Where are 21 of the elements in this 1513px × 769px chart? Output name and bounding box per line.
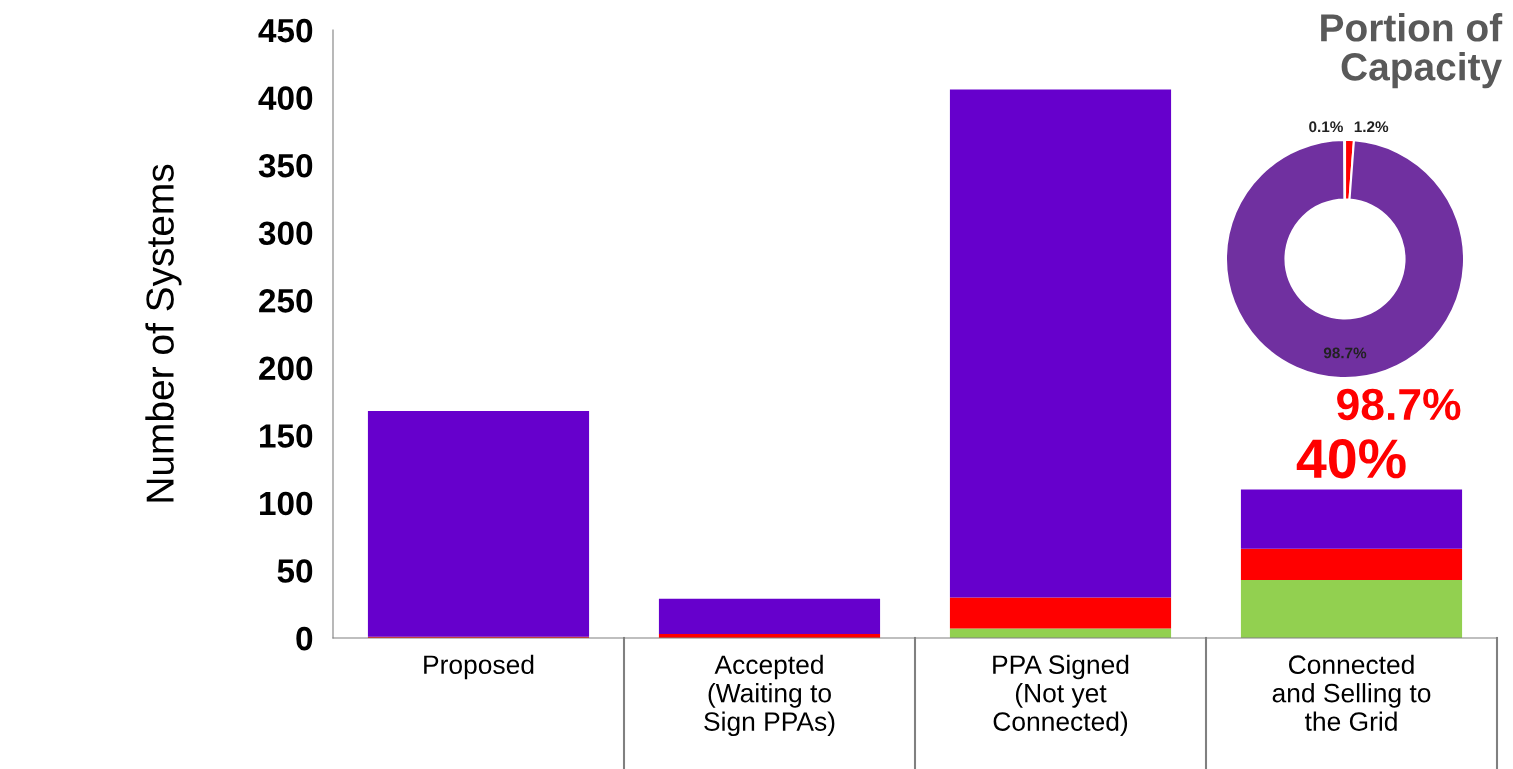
x-tick-label: Connected and Selling to the Grid xyxy=(1272,654,1431,731)
y-tick-label: 50 xyxy=(277,559,313,583)
data-label: 1.2% xyxy=(1354,121,1389,133)
data-label: 98.7% xyxy=(1323,347,1367,359)
y-tick-label: 0 xyxy=(296,626,313,651)
y-tick-label: 150 xyxy=(260,424,313,448)
chart-title: Portion of Capacity xyxy=(1321,13,1503,89)
y-tick-label: 400 xyxy=(258,86,313,110)
annotation: 40% xyxy=(1296,439,1406,479)
x-tick-label: Proposed xyxy=(424,654,534,680)
y-axis-title: Number of Systems xyxy=(145,164,182,502)
annotation: 98.7% xyxy=(1337,388,1461,421)
x-tick-label: PPA Signed (Not yet Connected) xyxy=(993,654,1129,737)
y-tick-label: 250 xyxy=(259,289,313,313)
x-tick-label: Accepted (Waiting to Sign PPAs) xyxy=(704,654,835,737)
y-tick-label: 350 xyxy=(258,153,313,178)
y-tick-label: 450 xyxy=(258,18,313,43)
y-tick-label: 300 xyxy=(258,221,313,246)
data-label: 0.1% xyxy=(1309,121,1343,133)
y-tick-label: 100 xyxy=(260,491,313,516)
y-tick-label: 200 xyxy=(259,356,313,381)
